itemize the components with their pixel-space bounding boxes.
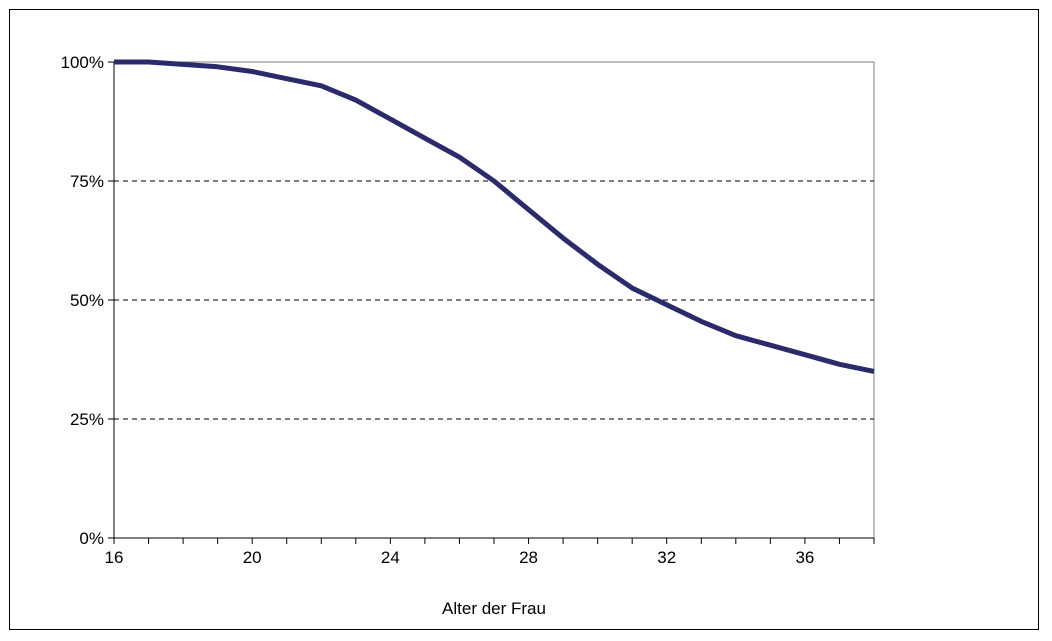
- y-tick-label: 50%: [70, 291, 104, 310]
- x-tick-label: 32: [657, 548, 676, 567]
- x-tick-label: 36: [795, 548, 814, 567]
- y-tick-label: 100%: [61, 53, 104, 72]
- x-tick-label: 20: [243, 548, 262, 567]
- x-tick-label: 28: [519, 548, 538, 567]
- labels-layer: 0% 25% 50% 75% 100% 16 20 24 28 32 36: [61, 53, 815, 567]
- y-tick-label: 25%: [70, 410, 104, 429]
- y-tick-label: 75%: [70, 172, 104, 191]
- series-line: [114, 59, 875, 374]
- series-layer: [114, 59, 875, 374]
- x-axis-title: Alter der Frau: [442, 599, 546, 618]
- axes-layer: [108, 61, 875, 544]
- x-tick-label: 24: [381, 548, 400, 567]
- y-tick-label: 0%: [79, 529, 104, 548]
- x-tick-label: 16: [105, 548, 124, 567]
